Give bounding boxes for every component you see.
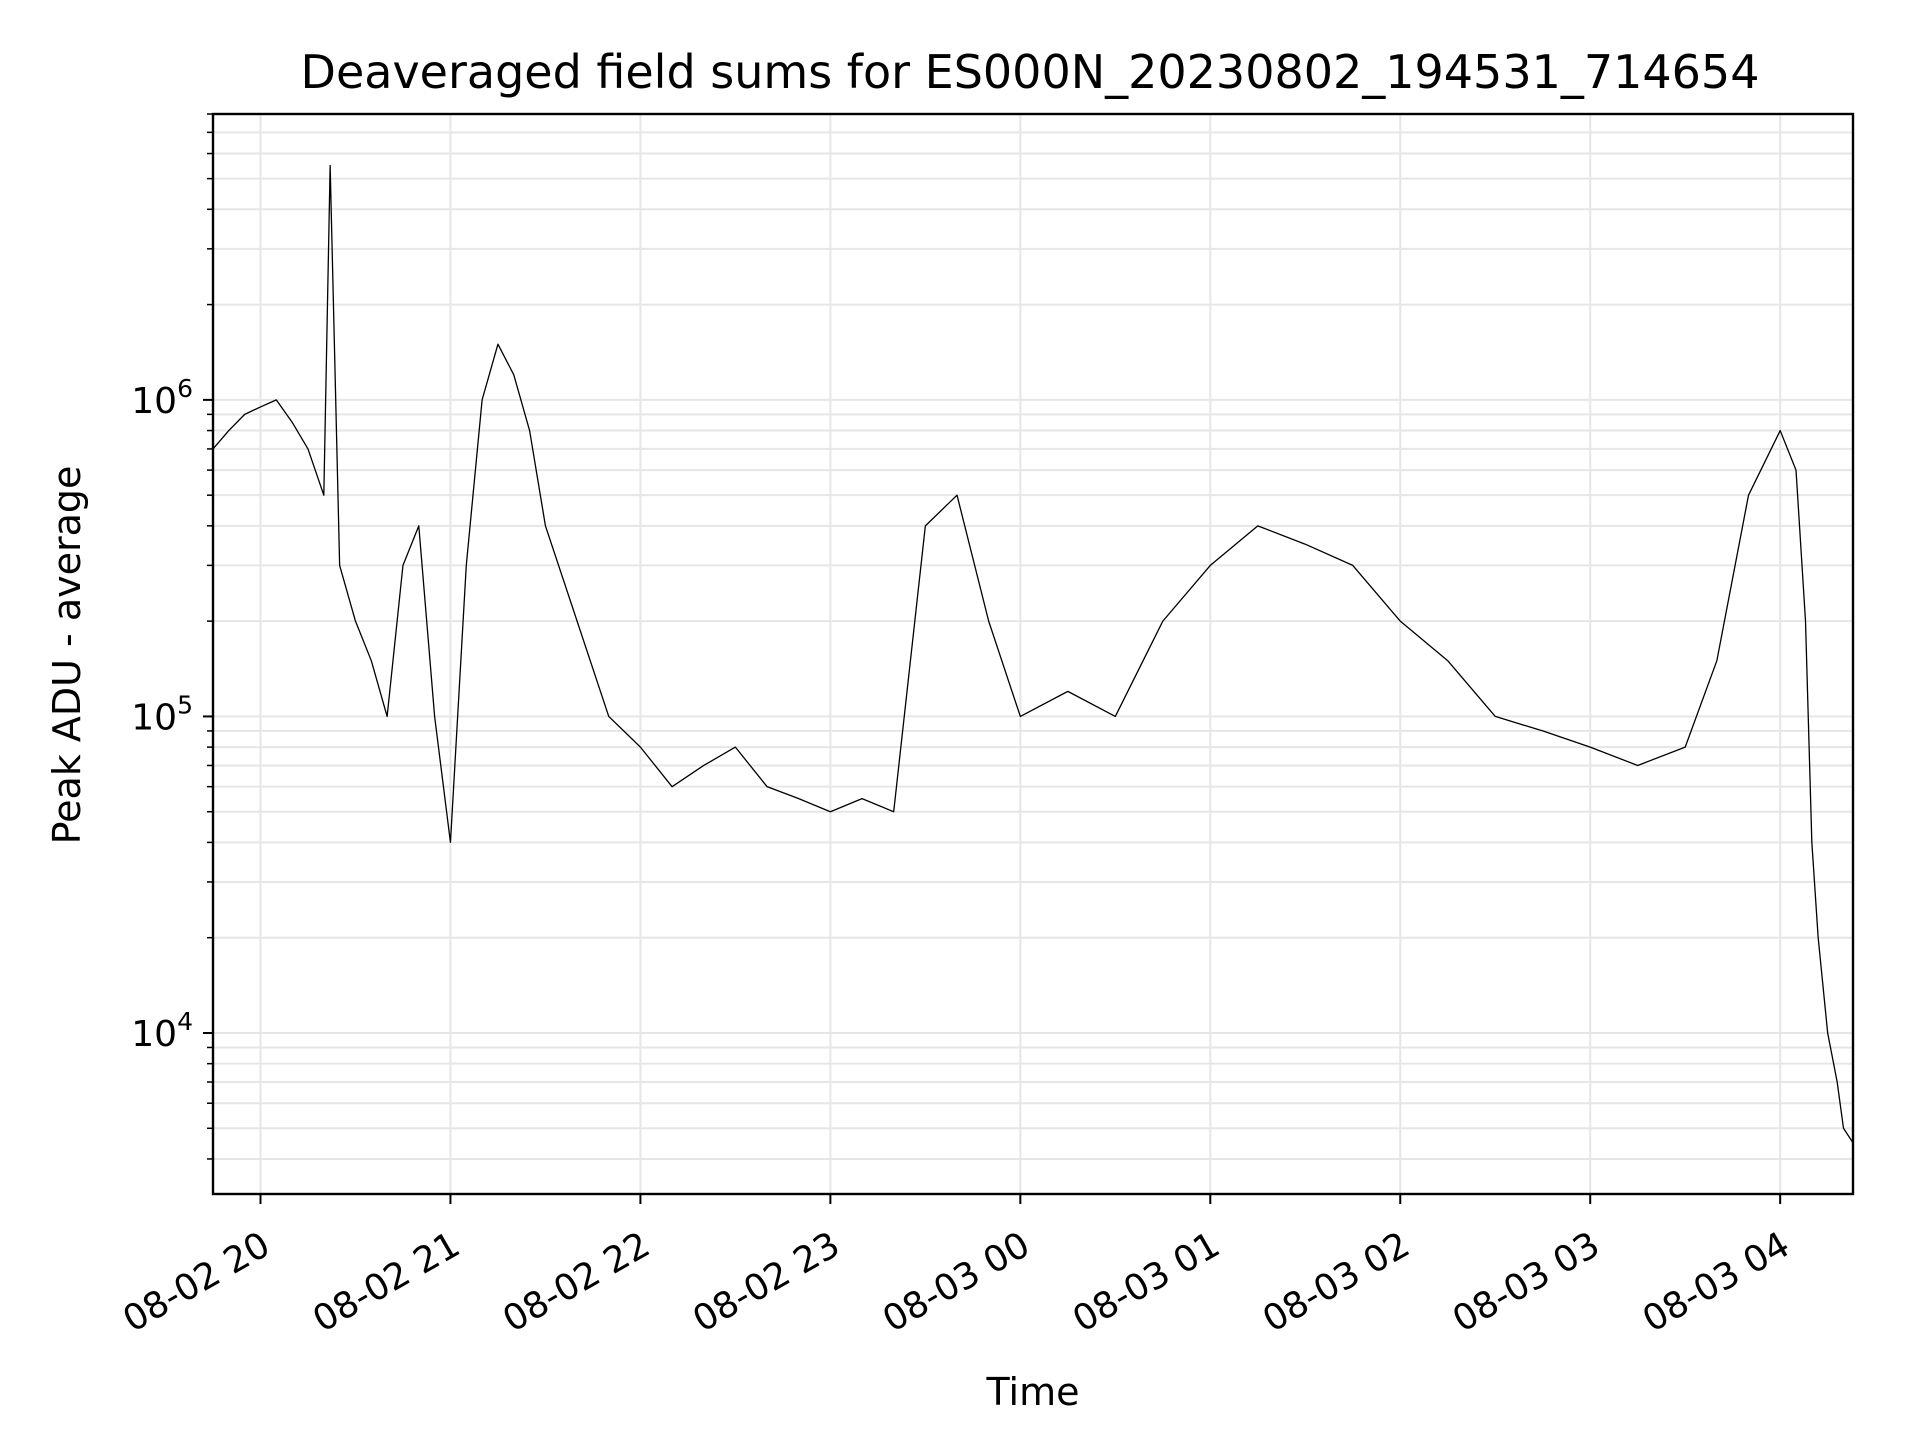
y-axis-label: Peak ADU - average [45,466,89,845]
plot-frame [211,112,1855,1196]
grid-lines [213,113,1853,1194]
chart-title: Deaveraged field sums for ES000N_2023080… [301,45,1760,99]
x-axis-label: Time [986,1370,1080,1414]
y-tick-label: 106 [131,374,193,422]
y-tick-label: 105 [131,690,193,738]
y-axis: 104 105 106 [131,113,213,1160]
series-line [213,164,1853,1144]
y-tick-label: 104 [131,1007,193,1055]
plot-area [213,164,1853,1144]
